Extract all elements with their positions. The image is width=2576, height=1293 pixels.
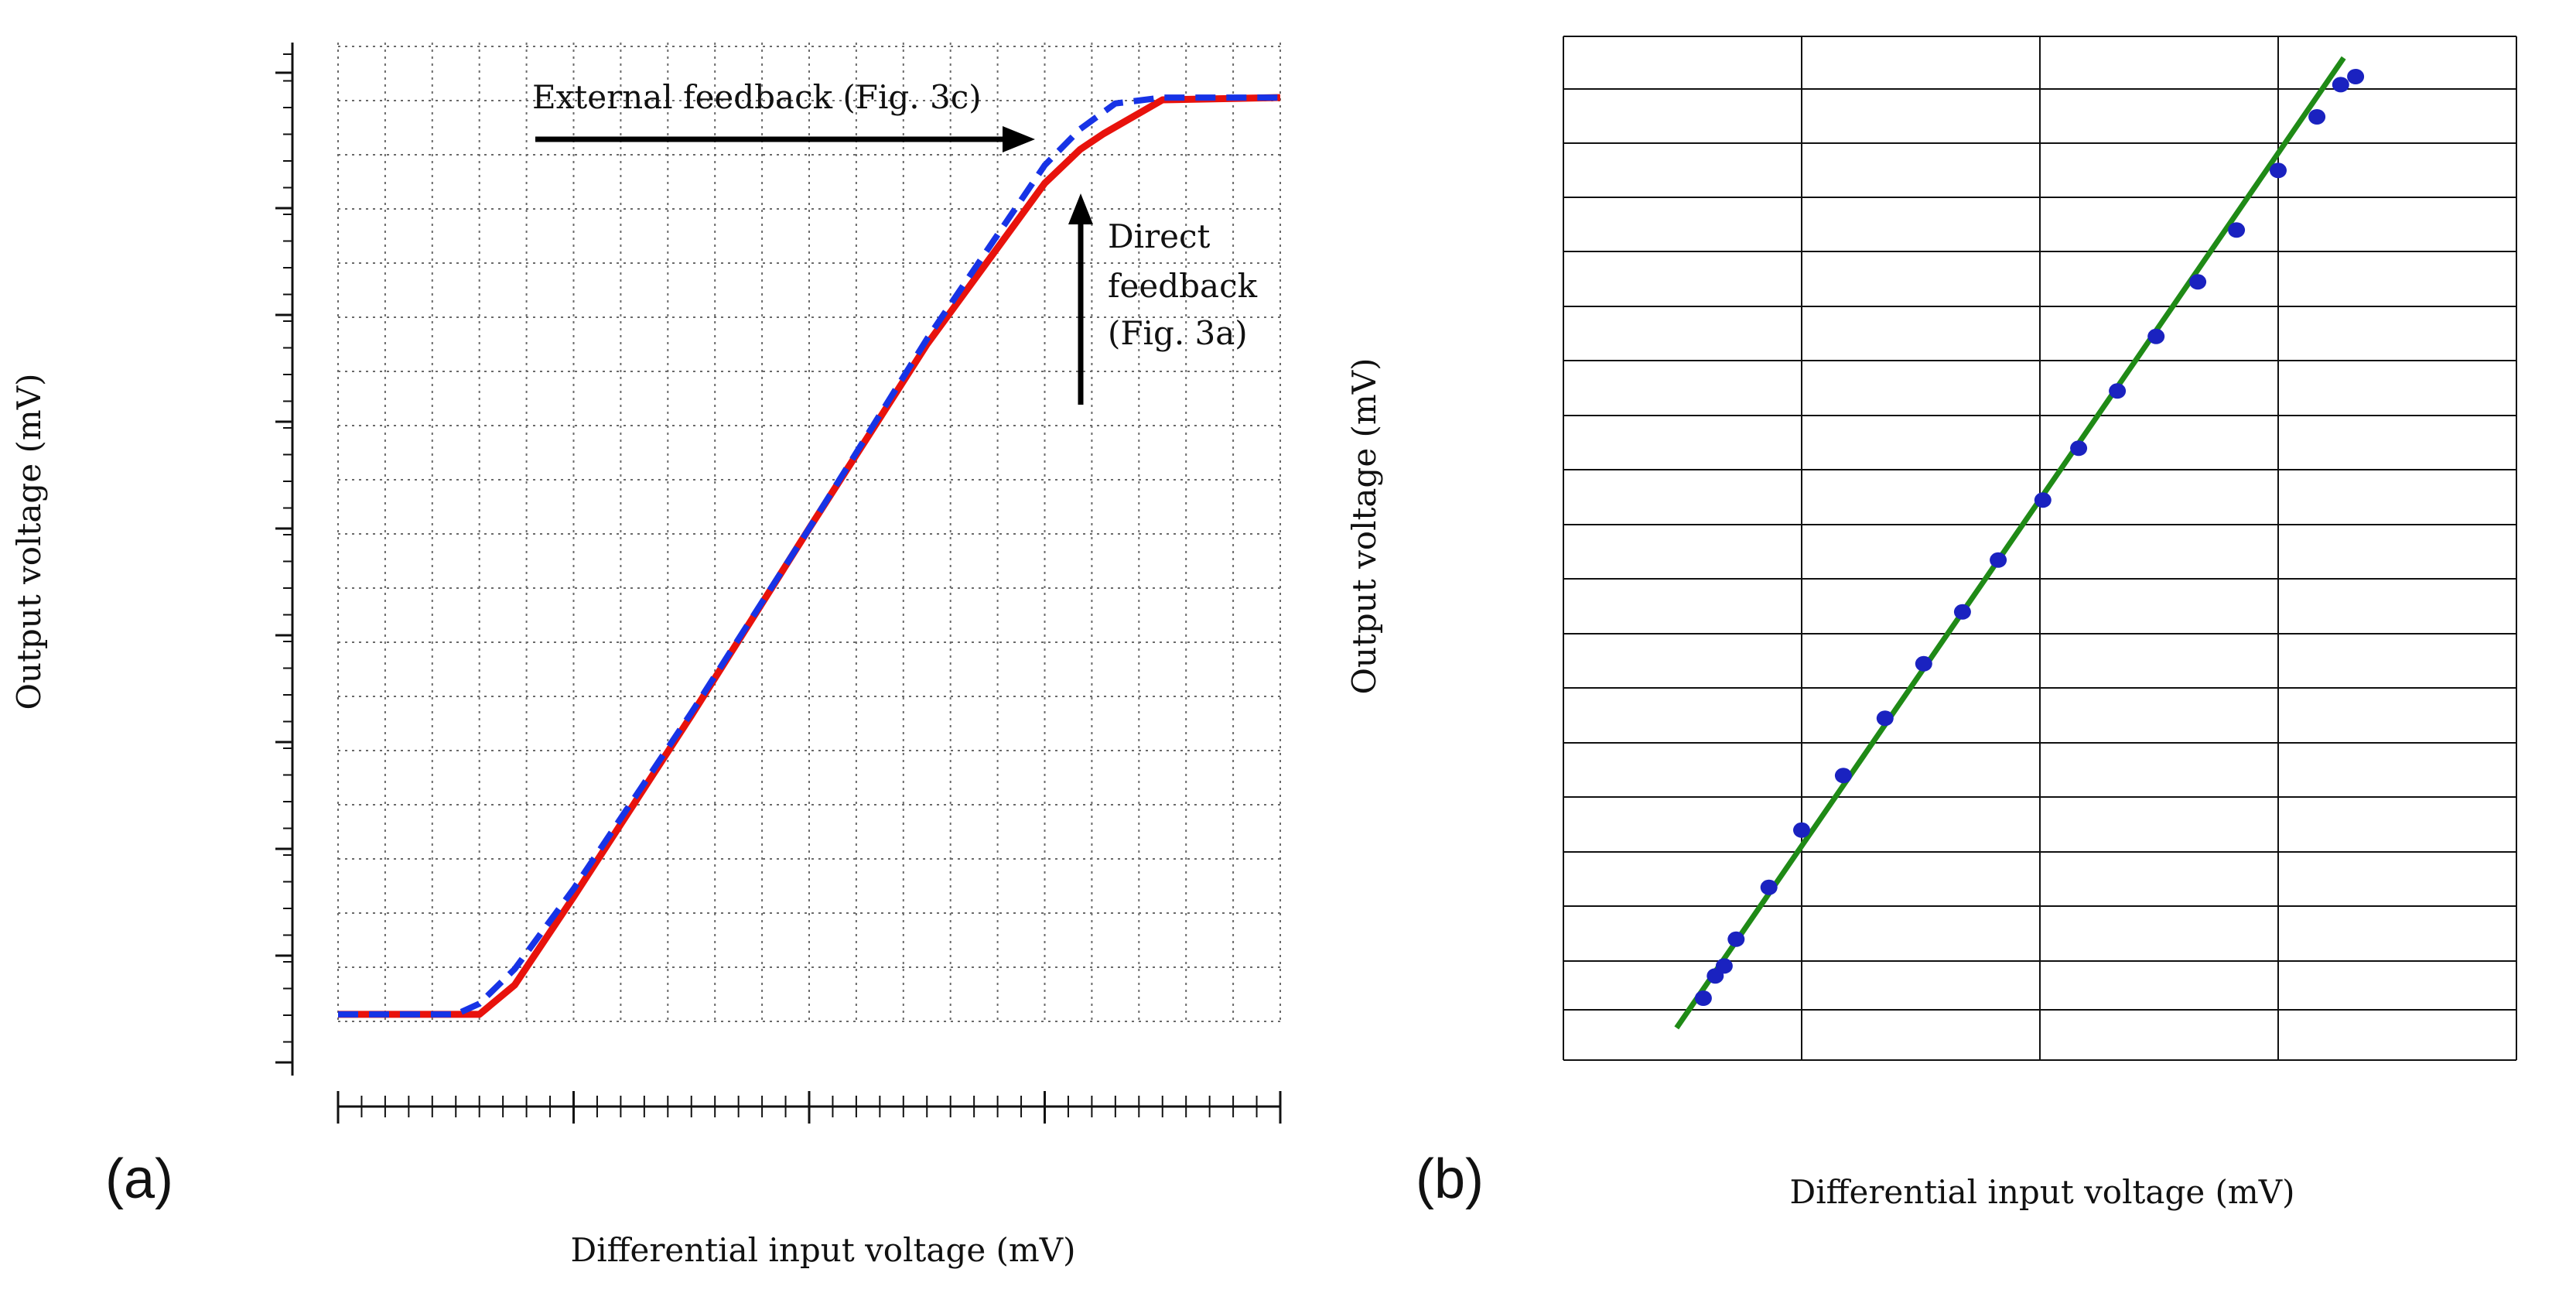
arrow-external-feedback-head bbox=[1003, 126, 1035, 152]
data-point bbox=[2070, 440, 2088, 457]
data-point bbox=[1793, 822, 1810, 838]
data-point bbox=[2308, 109, 2326, 125]
data-point bbox=[1990, 552, 2007, 568]
panel-a-series bbox=[338, 94, 1281, 1018]
annotation-direct-line-2: feedback bbox=[1108, 267, 1258, 305]
data-point bbox=[2189, 274, 2207, 290]
data-point bbox=[1915, 655, 1932, 672]
panel-a-ylabel: Output voltage (mV) bbox=[10, 374, 48, 710]
fit-line bbox=[1674, 56, 2346, 1030]
panel-b-grid bbox=[1563, 36, 2517, 1061]
panel-a-xlabel: Differential input voltage (mV) bbox=[571, 1231, 1076, 1269]
panel-b-xlabel: Differential input voltage (mV) bbox=[1790, 1173, 2295, 1211]
data-point bbox=[2109, 383, 2127, 399]
panel-a-grid bbox=[337, 43, 1281, 1022]
data-point bbox=[1715, 958, 1733, 974]
data-point bbox=[1694, 990, 1712, 1006]
data-point bbox=[2228, 222, 2246, 238]
annotation-direct-line-1: Direct bbox=[1108, 217, 1211, 255]
panel-b-label: (b) bbox=[1416, 1148, 1484, 1210]
annotation-external-feedback: External feedback (Fig. 3c) bbox=[532, 78, 982, 116]
data-point bbox=[1876, 710, 1894, 727]
data-point bbox=[1953, 604, 1971, 620]
panel-a: External feedback (Fig. 3c) Direct feedb… bbox=[10, 43, 1282, 1269]
data-point bbox=[1760, 879, 1778, 895]
data-point bbox=[2332, 77, 2349, 93]
data-point bbox=[1834, 768, 1852, 784]
data-point bbox=[2147, 328, 2165, 344]
data-point bbox=[2270, 162, 2287, 179]
data-point bbox=[2034, 492, 2052, 508]
panel-b-series bbox=[1674, 56, 2365, 1030]
arrow-direct-feedback-head bbox=[1068, 193, 1093, 224]
series-direct-feedback-line bbox=[338, 94, 1281, 1018]
panel-a-label: (a) bbox=[105, 1148, 173, 1210]
data-point bbox=[2347, 69, 2365, 84]
series-external-feedback-line bbox=[338, 94, 1280, 1018]
panel-b-ylabel: Output voltage (mV) bbox=[1345, 358, 1383, 695]
panel-b: Differential input voltage (mV) Output v… bbox=[1345, 36, 2517, 1211]
data-point bbox=[1727, 931, 1745, 947]
panel-a-axes bbox=[275, 43, 1282, 1124]
annotation-direct-line-3: (Fig. 3a) bbox=[1108, 314, 1248, 352]
panel-a-annotations: External feedback (Fig. 3c) Direct feedb… bbox=[532, 78, 1258, 405]
